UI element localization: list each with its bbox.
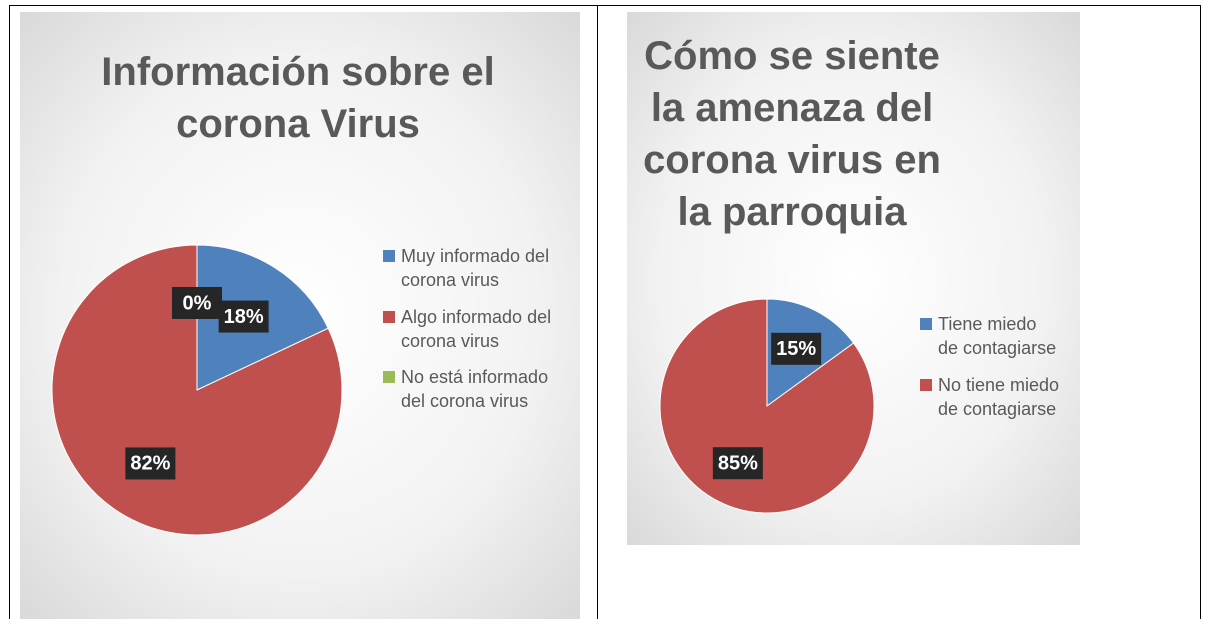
table-border <box>9 5 10 619</box>
legend-swatch <box>920 378 932 391</box>
chart-title: Cómo se siente la amenaza del corona vir… <box>643 34 941 234</box>
data-label: 0% <box>183 292 212 314</box>
legend-swatch <box>383 310 395 323</box>
chart-title: Información sobre el corona Virus <box>101 50 495 146</box>
legend-swatch <box>383 250 395 262</box>
data-label: 85% <box>718 452 758 474</box>
data-label-box <box>125 447 176 480</box>
legend-label: Muy informado del corona virus <box>401 246 550 291</box>
legend-item: Muy informado del corona virus <box>383 244 563 293</box>
legend-item: Algo informado del corona virus <box>383 305 563 354</box>
data-label-box <box>218 300 269 333</box>
legend-label: Algo informado del corona virus <box>401 306 552 351</box>
legend-label: Tiene miedo de contagiarse <box>938 314 1057 359</box>
data-label: 15% <box>776 338 816 360</box>
data-label-box <box>172 287 222 319</box>
legend: Muy informado del corona virus Algo infor… <box>383 244 563 426</box>
data-label-box <box>771 332 822 365</box>
chart-area: Cómo se siente la amenaza del corona vir… <box>627 12 1080 545</box>
table-border <box>597 5 598 619</box>
legend-label: No está informado del corona virus <box>401 367 549 412</box>
legend-item: Tiene miedo de contagiarse <box>920 312 1060 361</box>
pie: 15% 85% <box>659 298 875 514</box>
data-label-box <box>712 447 763 480</box>
chart-area: Información sobre el corona Virus 18% 82% 0… <box>20 12 580 619</box>
legend-item: No tiene miedo de contagiarse <box>920 373 1060 422</box>
legend: Tiene miedo de contagiarse No tiene miedo… <box>920 312 1060 433</box>
data-label: 18% <box>224 306 264 328</box>
pie: 18% 82% 0% <box>51 244 343 536</box>
legend-swatch <box>383 371 395 384</box>
legend-swatch <box>920 318 932 330</box>
table-border <box>9 5 1201 6</box>
table-border <box>1200 5 1201 619</box>
data-label: 82% <box>130 453 170 475</box>
legend-label: No tiene miedo de contagiarse <box>938 374 1060 419</box>
pie-slice <box>51 244 343 536</box>
legend-item: No está informado del corona virus <box>383 365 563 414</box>
